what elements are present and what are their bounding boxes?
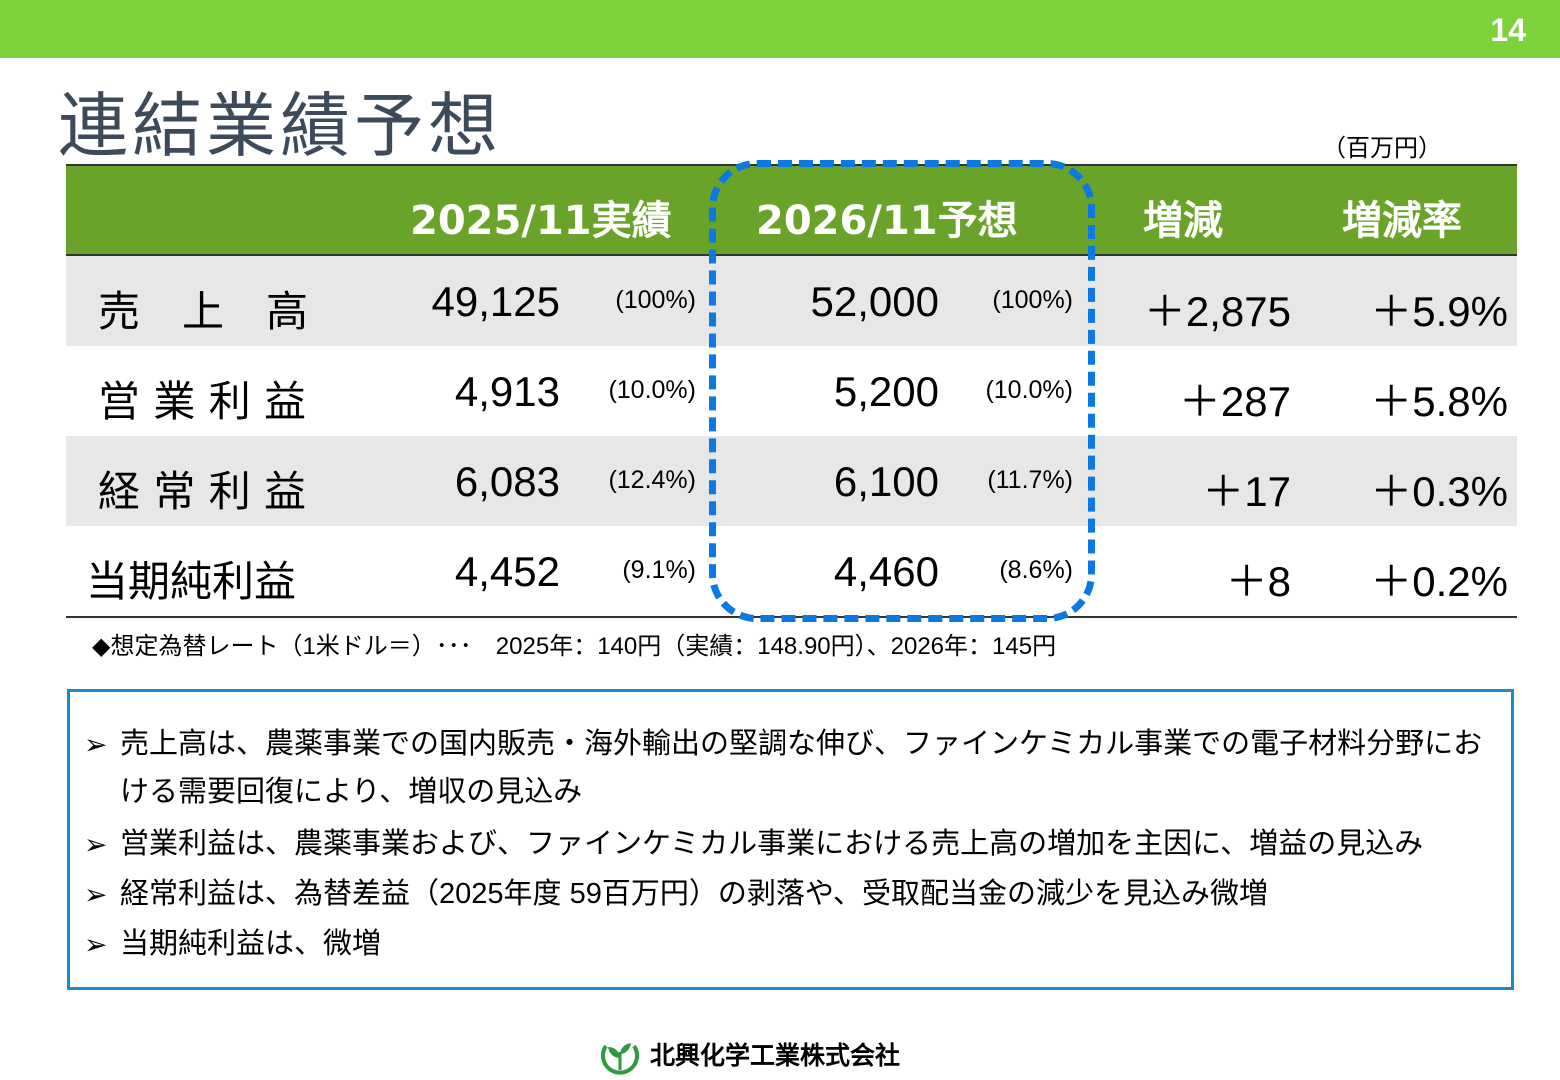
actual-percent: (12.4%) [608, 466, 696, 494]
header-forecast: 2026/11予想 [756, 198, 1018, 244]
table-row: 営 業 利 益 4,913 (10.0%) 5,200 (10.0%) ＋287… [66, 346, 1517, 436]
forecast-value: 6,100 [833, 458, 939, 505]
forecast-percent: (11.7%) [987, 466, 1073, 494]
forecast-percent: (8.6%) [999, 556, 1073, 584]
note-item: 営業利益は、農薬事業および、ファインケミカル事業における売上高の増加を主因に、増… [120, 828, 1424, 860]
bullet-arrow-icon: ➢ [84, 729, 108, 760]
top-bar: 14 [0, 0, 1560, 58]
row-label: 売 上 高 [98, 287, 309, 336]
note-item: 売上高は、農薬事業での国内販売・海外輸出の堅調な伸び、ファインケミカル事業での電… [120, 728, 1483, 808]
exchange-rate-note: ◆想定為替レート（1米ドル＝）･･･ 2025年：140円（実績：148.90円… [92, 633, 1057, 660]
actual-percent: (100%) [615, 286, 696, 314]
bullet-arrow-icon: ➢ [84, 879, 108, 910]
actual-value: 6,083 [454, 458, 560, 505]
actual-value: 49,125 [431, 278, 560, 325]
table-header: 2025/11実績 2026/11予想 増減 増減率 [66, 166, 1517, 256]
forecast-value: 52,000 [810, 278, 939, 325]
change-rate-value: ＋0.2% [1370, 558, 1508, 605]
page-number: 14 [1490, 12, 1526, 48]
change-value: ＋287 [1178, 378, 1291, 425]
change-value: ＋8 [1225, 558, 1291, 605]
actual-percent: (9.1%) [622, 556, 696, 584]
actual-value: 4,913 [454, 368, 560, 415]
header-change-rate: 増減率 [1342, 198, 1462, 244]
change-rate-value: ＋5.9% [1370, 288, 1508, 335]
row-label: 営 業 利 益 [98, 377, 307, 426]
leaf-logo-icon [601, 1043, 639, 1075]
actual-value: 4,452 [454, 548, 560, 595]
company-name: 北興化学工業株式会社 [650, 1041, 901, 1070]
notes-box: ➢ 売上高は、農薬事業での国内販売・海外輸出の堅調な伸び、ファインケミカル事業で… [67, 689, 1514, 990]
actual-percent: (10.0%) [608, 376, 696, 404]
row-label: 当期純利益 [86, 557, 297, 606]
header-change: 増減 [1143, 198, 1223, 244]
bullet-arrow-icon: ➢ [84, 929, 108, 960]
table-row: 当期純利益 4,452 (9.1%) 4,460 (8.6%) ＋8 ＋0.2% [66, 526, 1517, 616]
bullet-arrow-icon: ➢ [84, 829, 108, 860]
note-item: 経常利益は、為替差益（2025年度 59百万円）の剥落や、受取配当金の減少を見込… [120, 878, 1268, 910]
change-rate-value: ＋0.3% [1370, 468, 1508, 515]
row-label: 経 常 利 益 [98, 467, 307, 516]
change-value: ＋2,875 [1143, 288, 1291, 335]
forecast-value: 5,200 [833, 368, 939, 415]
page-title: 連結業績予想 [58, 85, 502, 167]
note-item: 当期純利益は、微増 [120, 928, 382, 960]
change-value: ＋17 [1202, 468, 1291, 515]
table-row: 売 上 高 49,125 (100%) 52,000 (100%) ＋2,875… [66, 256, 1517, 346]
forecast-percent: (10.0%) [985, 376, 1073, 404]
forecast-table: 2025/11実績 2026/11予想 増減 増減率 売 上 高 49,125 … [66, 164, 1517, 618]
forecast-value: 4,460 [833, 548, 939, 595]
change-rate-value: ＋5.8% [1370, 378, 1508, 425]
forecast-percent: (100%) [992, 286, 1073, 314]
table-row: 経 常 利 益 6,083 (12.4%) 6,100 (11.7%) ＋17 … [66, 436, 1517, 526]
unit-label: （百万円） [1322, 135, 1442, 162]
header-actual: 2025/11実績 [410, 198, 672, 244]
footer: 北興化学工業株式会社 [598, 1032, 900, 1076]
